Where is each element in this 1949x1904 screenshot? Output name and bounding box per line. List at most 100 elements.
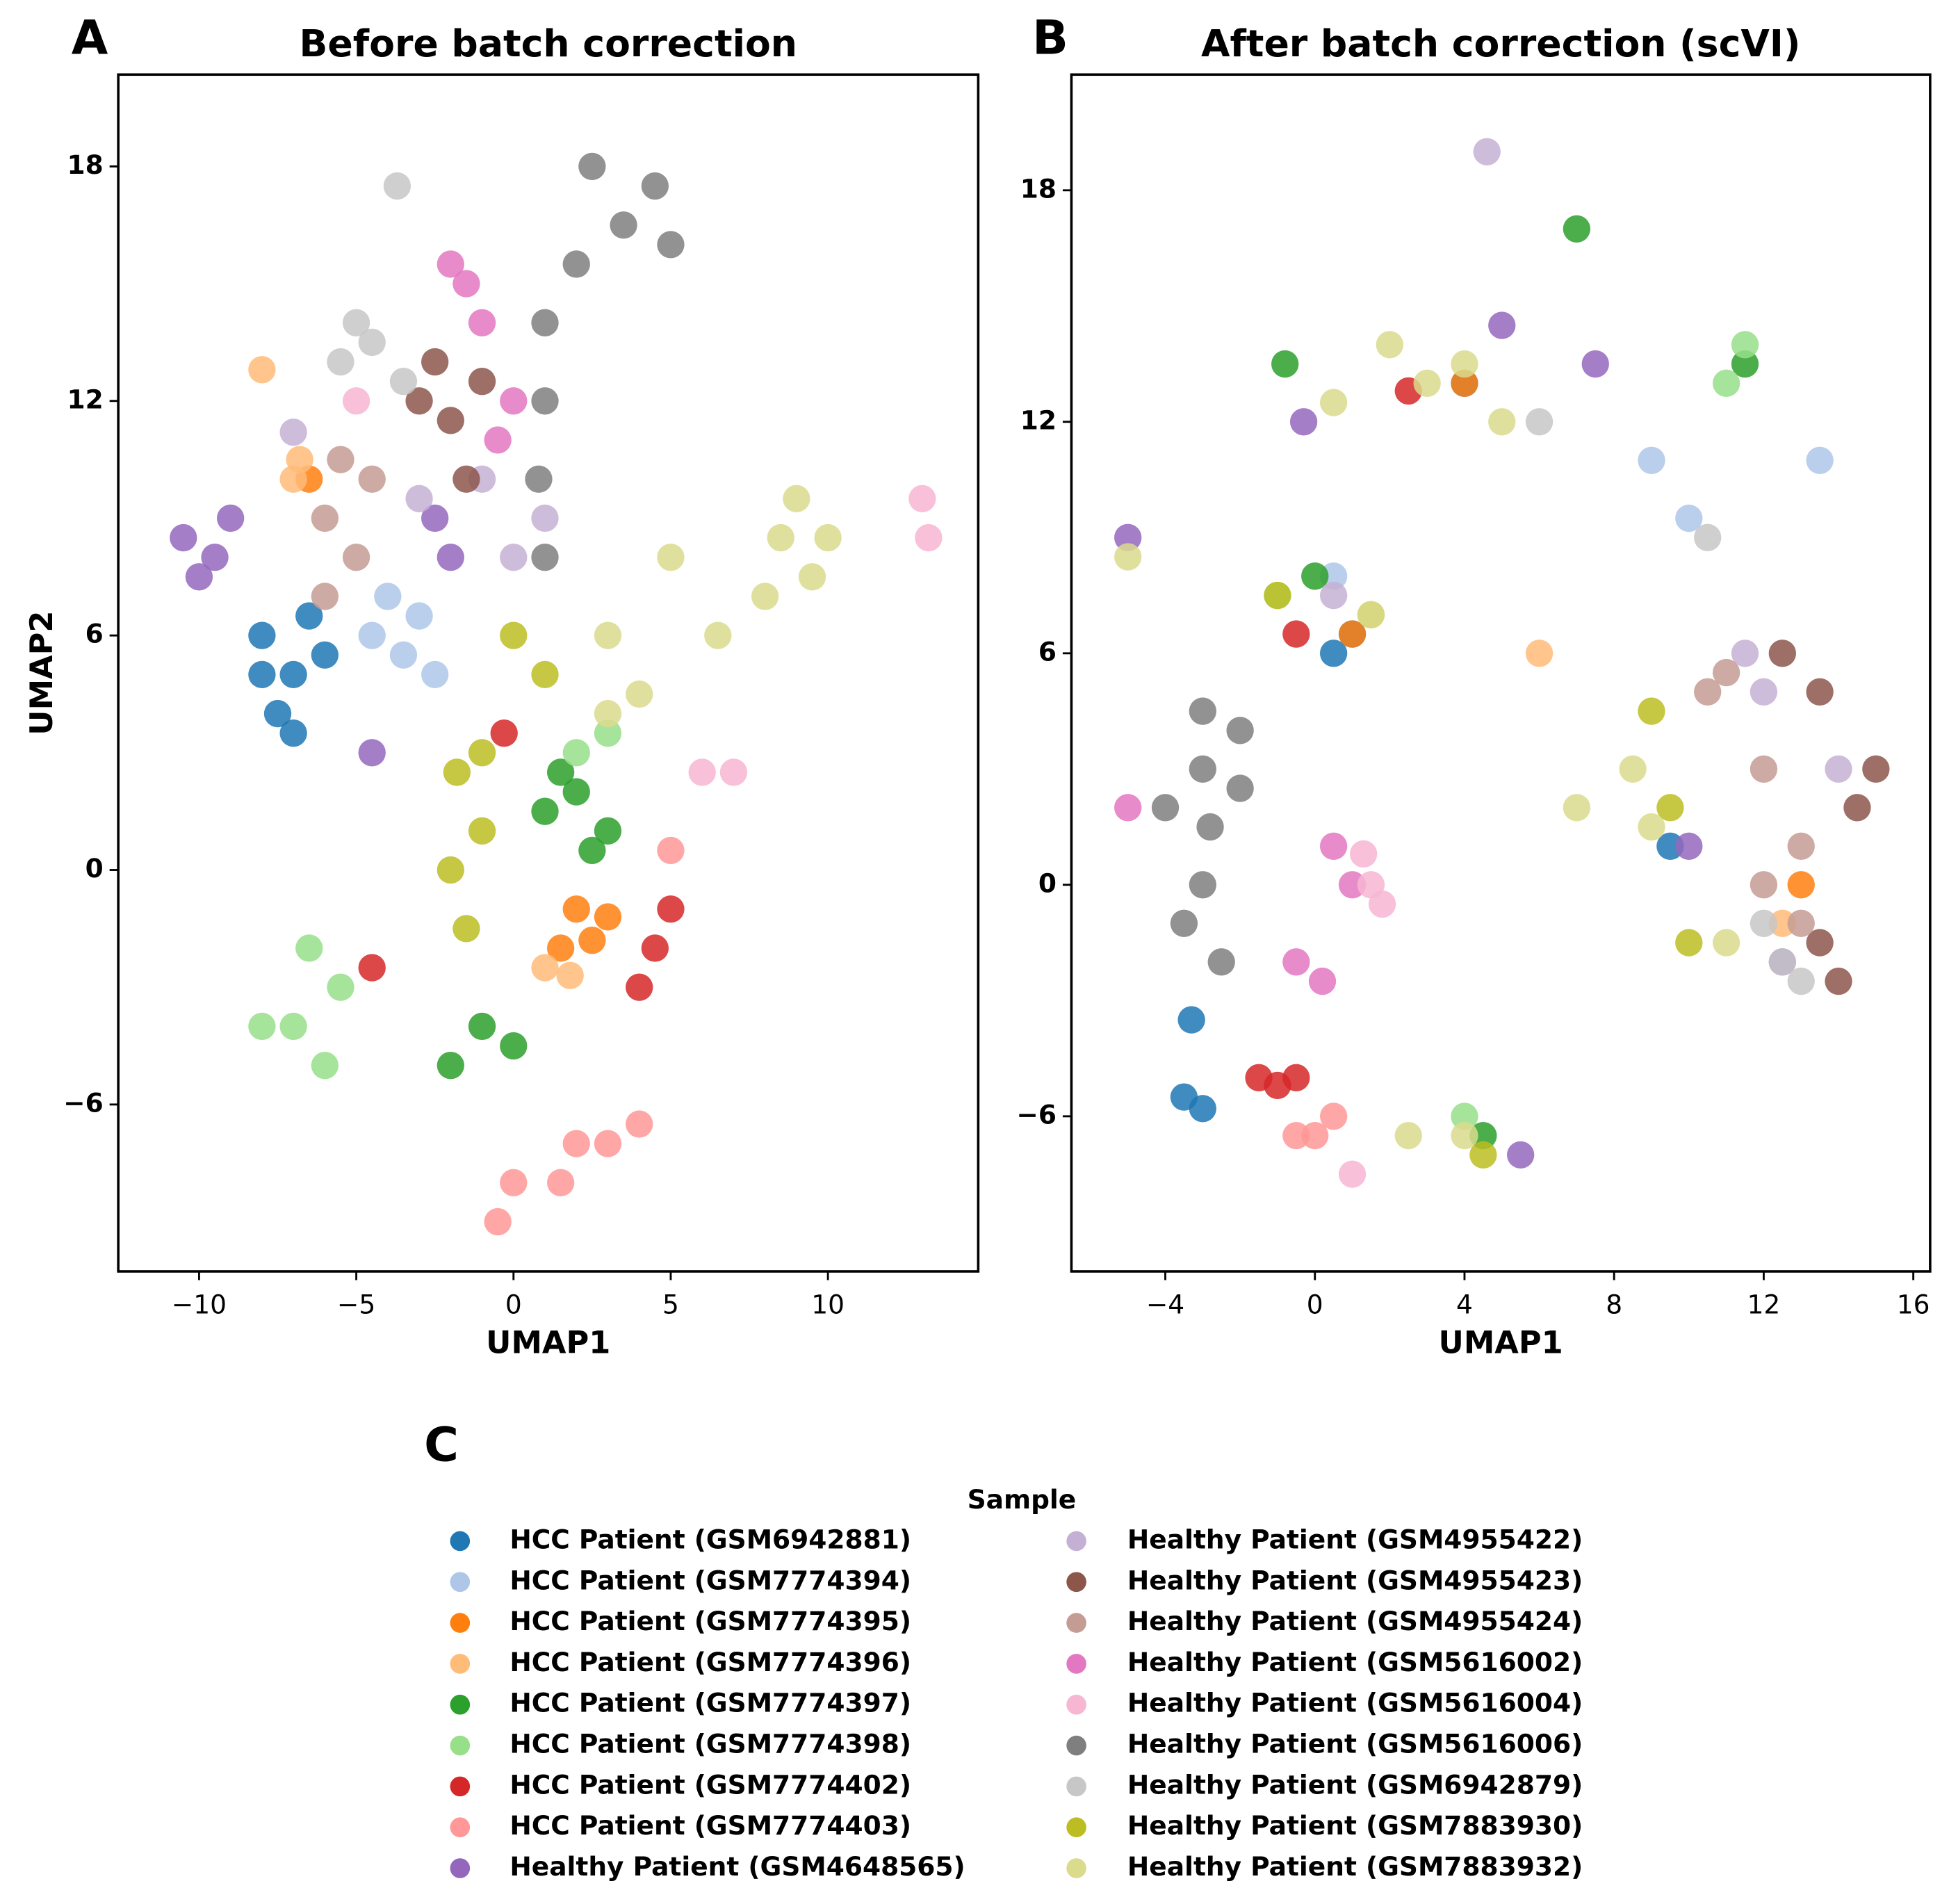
x-tick-label: 12 [1747, 1289, 1781, 1320]
point [1308, 967, 1337, 995]
point [327, 446, 354, 473]
point [908, 485, 936, 513]
point [437, 544, 464, 571]
point [1750, 755, 1778, 783]
x-tick-label: 0 [505, 1289, 522, 1320]
point [389, 367, 418, 396]
point [358, 954, 386, 982]
point [594, 903, 622, 931]
axes-frame [1070, 73, 1932, 1273]
y-tick-label: 0 [85, 853, 104, 884]
point [562, 895, 590, 923]
legend-title: Sample [968, 1484, 1077, 1515]
x-tick-label: 5 [662, 1289, 679, 1320]
point [1376, 331, 1404, 359]
point [1787, 967, 1815, 995]
point [531, 387, 559, 415]
point [751, 583, 779, 610]
point [1694, 678, 1722, 706]
point [358, 621, 386, 649]
point [500, 1169, 528, 1197]
point [1473, 138, 1501, 165]
legend-marker [450, 1694, 471, 1715]
point [484, 1207, 512, 1236]
point [295, 602, 323, 630]
point [1862, 755, 1890, 783]
legend-panel-label: C [424, 1417, 459, 1472]
point [704, 621, 732, 649]
y-tick-label: 12 [1020, 405, 1057, 435]
x-tick-label: −5 [337, 1289, 375, 1320]
point [405, 387, 433, 415]
point [1319, 389, 1348, 416]
point [358, 739, 386, 767]
legend-marker [1066, 1735, 1086, 1756]
point [1731, 350, 1759, 378]
y-tick-label: 6 [85, 619, 104, 649]
points [170, 152, 943, 1236]
y-axis-label: UMAP2 [24, 611, 60, 735]
point [531, 660, 559, 689]
point [531, 309, 559, 336]
legend-marker [450, 1572, 471, 1593]
point [1282, 1064, 1310, 1092]
legend-marker [1066, 1613, 1086, 1633]
axes-frame [117, 73, 980, 1273]
point [358, 465, 386, 493]
point [641, 172, 669, 200]
point [1638, 697, 1665, 725]
legend-marker [1066, 1572, 1086, 1593]
point [1507, 1141, 1535, 1169]
point [1638, 813, 1665, 841]
point [1282, 948, 1310, 976]
legend-label: HCC Patient (GSM7774397) [509, 1688, 911, 1718]
point [1843, 794, 1871, 822]
point [594, 1130, 622, 1157]
legend-label: HCC Patient (GSM7774403) [509, 1810, 911, 1841]
point [358, 328, 386, 357]
point [1656, 794, 1684, 822]
legend-marker [450, 1735, 471, 1756]
point [279, 1012, 307, 1041]
point [594, 719, 622, 747]
point [1787, 909, 1815, 938]
point [1563, 215, 1591, 243]
point [1451, 1102, 1478, 1130]
point [657, 231, 685, 259]
point [468, 367, 496, 396]
panel-label: A [72, 11, 108, 66]
point [1264, 581, 1291, 610]
point [342, 309, 370, 336]
y-tick-label: 18 [1020, 173, 1057, 204]
point [405, 485, 433, 513]
point [1301, 1121, 1329, 1150]
point [437, 407, 464, 434]
point [500, 544, 528, 571]
point [1319, 1102, 1348, 1130]
point [286, 446, 313, 473]
legend-label: Healthy Patient (GSM6942879) [1127, 1769, 1583, 1800]
point [342, 544, 370, 571]
legend-label: Healthy Patient (GSM5616004) [1127, 1688, 1583, 1718]
point [1806, 929, 1834, 957]
point [1675, 504, 1703, 532]
point [1638, 446, 1665, 474]
point [421, 504, 449, 532]
legend-marker [450, 1654, 471, 1674]
point [500, 387, 528, 415]
point [1189, 871, 1216, 899]
point [594, 817, 622, 845]
point [1114, 794, 1142, 822]
y-tick-label: −6 [63, 1087, 104, 1118]
y-tick-label: 0 [1038, 868, 1057, 898]
legend-label: HCC Patient (GSM7774394) [509, 1565, 911, 1595]
legend-marker [1066, 1817, 1086, 1837]
legend-marker [450, 1858, 471, 1878]
point [311, 583, 339, 610]
x-tick-label: 10 [811, 1289, 845, 1320]
point [263, 699, 292, 728]
point [1712, 369, 1740, 397]
x-tick-label: 8 [1606, 1289, 1622, 1320]
legend-label: Healthy Patient (GSM5616006) [1127, 1729, 1583, 1759]
point [342, 387, 370, 415]
